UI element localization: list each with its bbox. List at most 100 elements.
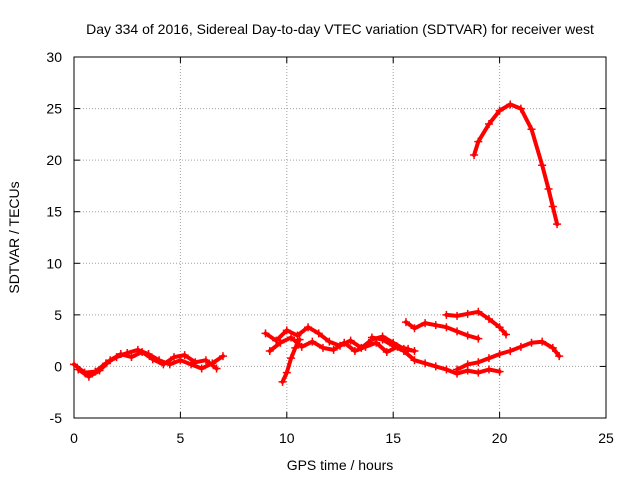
data-point: [148, 355, 157, 364]
data-point: [553, 220, 562, 229]
data-point: [218, 352, 227, 361]
data-point: [329, 345, 338, 354]
data-point: [138, 347, 147, 356]
plot-border: [73, 56, 607, 419]
data-point: [463, 360, 472, 369]
data-point: [191, 358, 200, 367]
tick-marks: [73, 56, 607, 419]
data-point: [127, 353, 136, 362]
data-point: [282, 368, 291, 377]
x-tick-label: 20: [492, 430, 508, 446]
data-point: [265, 346, 274, 355]
data-point: [495, 323, 504, 332]
data-point: [463, 309, 472, 318]
data-point: [442, 365, 451, 374]
y-tick-label: 15: [46, 204, 62, 220]
data-point: [401, 318, 410, 327]
data-point: [442, 323, 451, 332]
series-arc-9: [453, 337, 564, 374]
data-point: [463, 331, 472, 340]
data-point: [548, 202, 557, 211]
data-point: [421, 359, 430, 368]
data-point: [431, 321, 440, 330]
data-point: [527, 125, 536, 134]
series-trace: [472, 102, 560, 227]
data-point: [287, 354, 296, 363]
x-tick-label: 25: [598, 430, 614, 446]
data-point: [442, 310, 451, 319]
data-point: [495, 367, 504, 376]
data-point: [325, 337, 334, 346]
data-point: [527, 338, 536, 347]
data-point: [555, 352, 564, 361]
data-point: [538, 337, 547, 346]
chart-title: Day 334 of 2016, Sidereal Day-to-day VTE…: [86, 21, 594, 37]
y-tick-label: 5: [54, 307, 62, 323]
data-point: [276, 338, 285, 347]
data-point: [295, 335, 304, 344]
y-tick-label: 0: [54, 358, 62, 374]
data-point: [544, 185, 553, 194]
data-point: [170, 353, 179, 362]
data-point: [484, 120, 493, 129]
data-point: [484, 314, 493, 323]
y-axis-label: SDTVAR / TECUs: [6, 181, 22, 293]
series-arc-7: [401, 318, 483, 343]
x-tick-label: 5: [177, 430, 185, 446]
data-point: [293, 331, 302, 340]
data-point: [197, 364, 206, 373]
series-trace: [455, 339, 562, 372]
data-point: [159, 360, 168, 369]
data-point: [287, 333, 296, 342]
x-axis-label: GPS time / hours: [287, 457, 394, 473]
series-trace: [267, 335, 411, 354]
data-point: [495, 106, 504, 115]
x-tick-label: 10: [279, 430, 295, 446]
y-tick-label: 20: [46, 152, 62, 168]
data-point: [495, 350, 504, 359]
data-point: [382, 347, 391, 356]
data-point: [470, 150, 479, 159]
tick-labels: 0 5 10 15 20 25 -5 0 5 10 15 20 25 30: [46, 49, 614, 446]
data-point: [506, 100, 515, 109]
data-point: [538, 161, 547, 170]
data-point: [484, 365, 493, 374]
series-arc-10: [470, 100, 562, 229]
x-tick-label: 0: [70, 430, 78, 446]
series-arc-2: [74, 347, 221, 381]
data-point: [95, 366, 104, 375]
data-point: [318, 343, 327, 352]
data-point: [84, 372, 93, 381]
y-tick-label: -5: [50, 410, 63, 426]
data-point: [399, 346, 408, 355]
series-arc-6: [367, 333, 504, 378]
data-point: [378, 335, 387, 344]
plot-frame: [73, 56, 607, 419]
data-point: [453, 311, 462, 320]
data-series: [70, 100, 564, 386]
data-point: [516, 342, 525, 351]
data-point: [297, 342, 306, 351]
data-point: [516, 104, 525, 113]
data-point: [304, 323, 313, 332]
x-tick-label: 15: [385, 430, 401, 446]
data-point: [501, 330, 510, 339]
data-point: [410, 324, 419, 333]
data-point: [272, 336, 281, 345]
data-point: [421, 319, 430, 328]
data-point: [74, 365, 83, 374]
data-point: [340, 338, 349, 347]
data-point: [367, 333, 376, 342]
data-point: [314, 329, 323, 338]
grid: [74, 57, 606, 418]
series-arc-8: [442, 307, 510, 339]
data-point: [389, 341, 398, 350]
data-point: [106, 356, 115, 365]
data-point: [506, 346, 515, 355]
data-point: [282, 326, 291, 335]
data-point: [361, 342, 370, 351]
y-tick-label: 30: [46, 49, 62, 65]
data-point: [261, 329, 270, 338]
data-point: [346, 336, 355, 345]
